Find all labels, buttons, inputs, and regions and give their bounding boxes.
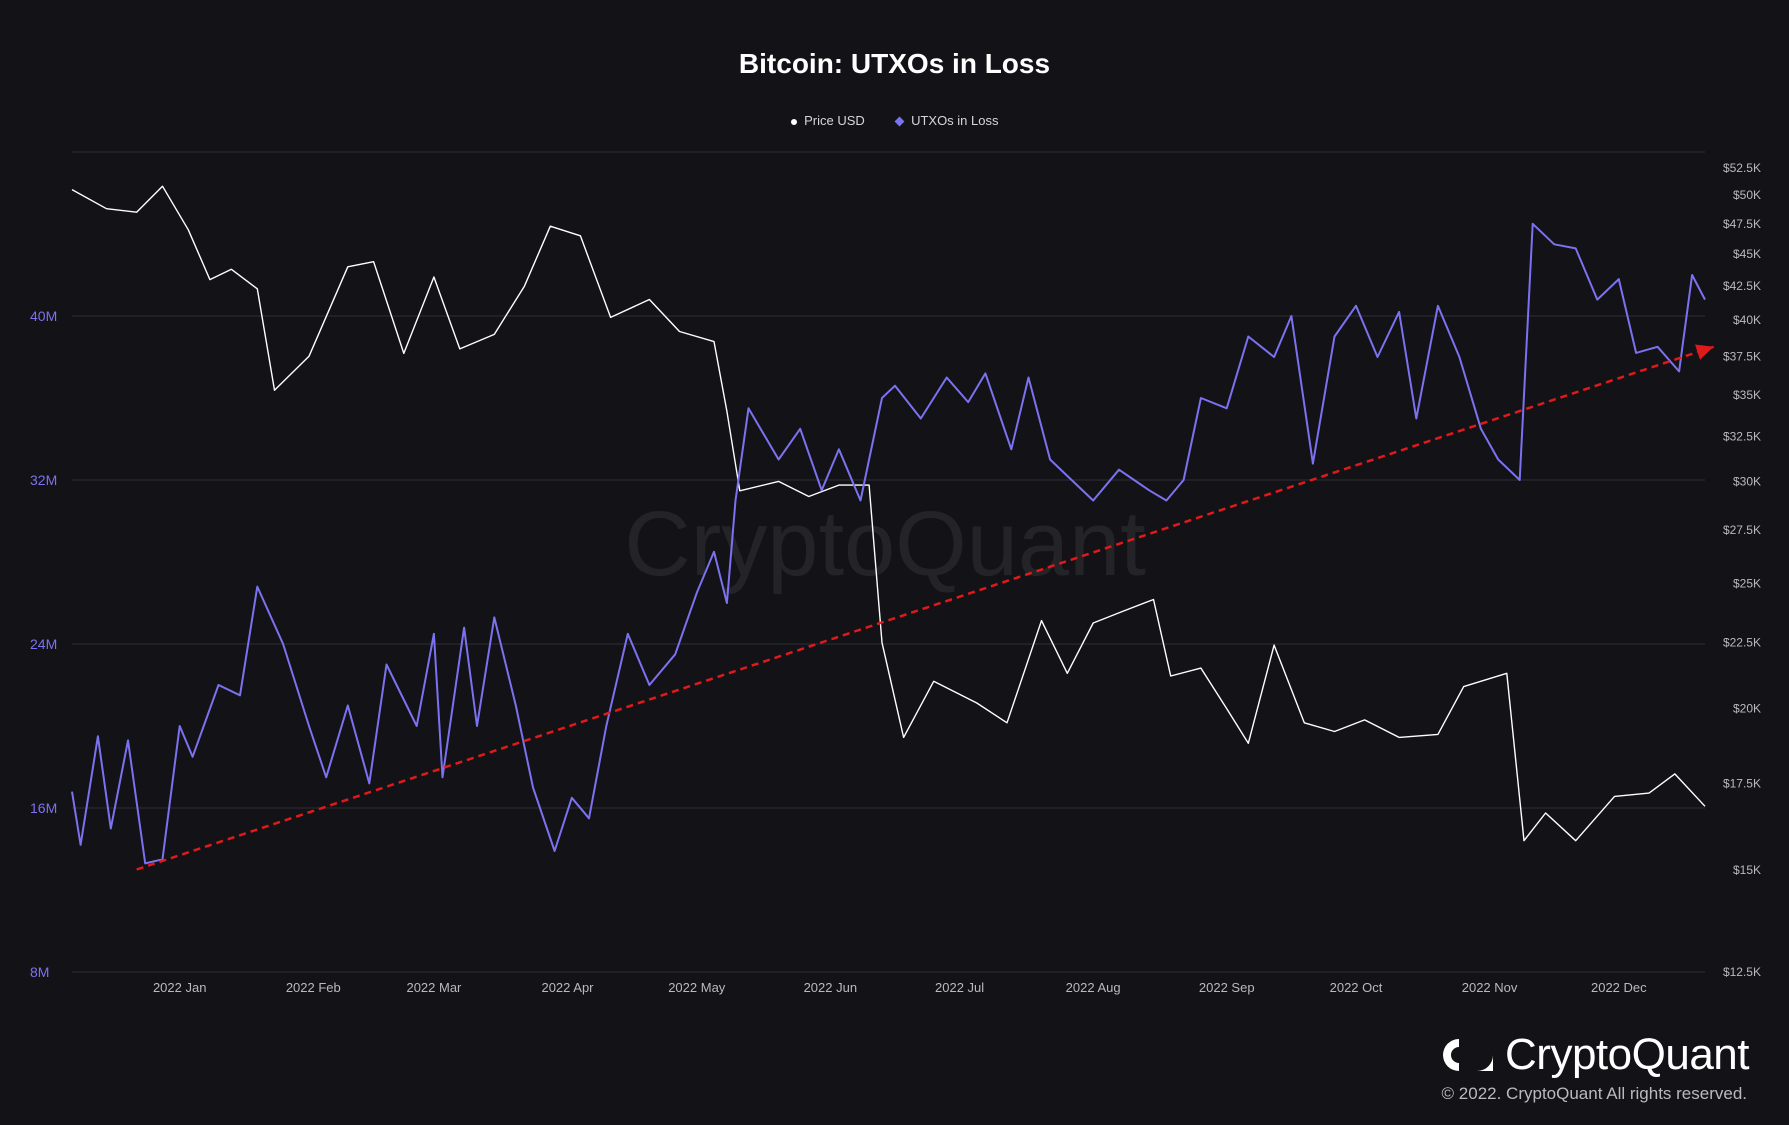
brand-logo-block: CryptoQuant bbox=[1439, 1030, 1749, 1080]
brand-name: CryptoQuant bbox=[1505, 1030, 1749, 1079]
watermark: CryptoQuant bbox=[624, 493, 1146, 595]
x-tick-label: 2022 Mar bbox=[406, 980, 462, 995]
x-tick-label: 2022 Feb bbox=[286, 980, 341, 995]
x-tick-label: 2022 Jul bbox=[935, 980, 984, 995]
price-usd-line bbox=[71, 185, 1706, 842]
trend-arrow-line bbox=[136, 345, 1715, 871]
x-tick-label: 2022 May bbox=[668, 980, 726, 995]
y-right-tick-label: $17.5K bbox=[1723, 776, 1761, 790]
y-right-tick-label: $45K bbox=[1733, 247, 1761, 261]
legend-label-utxos: UTXOs in Loss bbox=[911, 113, 999, 128]
annotations bbox=[136, 344, 1715, 871]
y-left-tick-label: 16M bbox=[30, 800, 57, 816]
y-right-tick-label: $25K bbox=[1733, 577, 1761, 591]
utxos-in-loss-line bbox=[71, 222, 1706, 865]
x-tick-label: 2022 Aug bbox=[1066, 980, 1121, 995]
y-right-tick-label: $52.5K bbox=[1723, 161, 1761, 175]
y-right-tick-label: $22.5K bbox=[1723, 636, 1761, 650]
trend-arrow-head-icon bbox=[1695, 344, 1714, 360]
y-right-tick-label: $32.5K bbox=[1723, 430, 1761, 444]
cryptoquant-logo-icon bbox=[1443, 1039, 1494, 1071]
legend-dot-icon bbox=[790, 118, 797, 125]
x-tick-label: 2022 Sep bbox=[1199, 980, 1255, 995]
x-tick-label: 2022 Dec bbox=[1591, 980, 1647, 995]
legend-item-utxos[interactable]: UTXOs in Loss bbox=[894, 113, 999, 128]
y-right-tick-label: $50K bbox=[1733, 188, 1761, 202]
y-left-tick-label: 8M bbox=[30, 964, 49, 980]
y-axis-left: 8M 16M 24M 32M 40M bbox=[30, 308, 57, 980]
x-tick-label: 2022 Jun bbox=[804, 980, 858, 995]
y-right-tick-label: $40K bbox=[1733, 313, 1761, 327]
legend: Price USD UTXOs in Loss bbox=[0, 113, 1789, 128]
y-right-tick-label: $35K bbox=[1733, 388, 1761, 402]
y-right-tick-label: $47.5K bbox=[1723, 217, 1761, 231]
y-right-tick-label: $30K bbox=[1733, 474, 1761, 488]
y-right-tick-label: $42.5K bbox=[1723, 279, 1761, 293]
series-group bbox=[71, 185, 1706, 865]
y-axis-right: $12.5K $15K $17.5K $20K $22.5K $25K $27.5K $30K… bbox=[1723, 161, 1761, 979]
copyright-text: © 2022. CryptoQuant All rights reserved. bbox=[1441, 1084, 1747, 1103]
chart-title: Bitcoin: UTXOs in Loss bbox=[738, 48, 1051, 79]
grid-lines bbox=[72, 151, 1705, 973]
x-tick-label: 2022 Oct bbox=[1330, 980, 1383, 995]
y-right-tick-label: $37.5K bbox=[1723, 349, 1761, 363]
y-left-tick-label: 24M bbox=[30, 636, 57, 652]
y-left-tick-label: 40M bbox=[30, 308, 57, 324]
y-right-tick-label: $12.5K bbox=[1723, 965, 1761, 979]
y-right-tick-label: $20K bbox=[1733, 702, 1761, 716]
x-axis: 2022 Jan 2022 Feb 2022 Mar 2022 Apr 2022 May… bbox=[153, 980, 1647, 995]
x-tick-label: 2022 Jan bbox=[153, 980, 207, 995]
y-right-tick-label: $15K bbox=[1733, 863, 1761, 877]
x-tick-label: 2022 Apr bbox=[541, 980, 594, 995]
legend-label-price: Price USD bbox=[804, 113, 865, 128]
y-right-tick-label: $27.5K bbox=[1723, 523, 1761, 537]
legend-item-price[interactable]: Price USD bbox=[790, 113, 865, 128]
y-left-tick-label: 32M bbox=[30, 472, 57, 488]
x-tick-label: 2022 Nov bbox=[1462, 980, 1518, 995]
